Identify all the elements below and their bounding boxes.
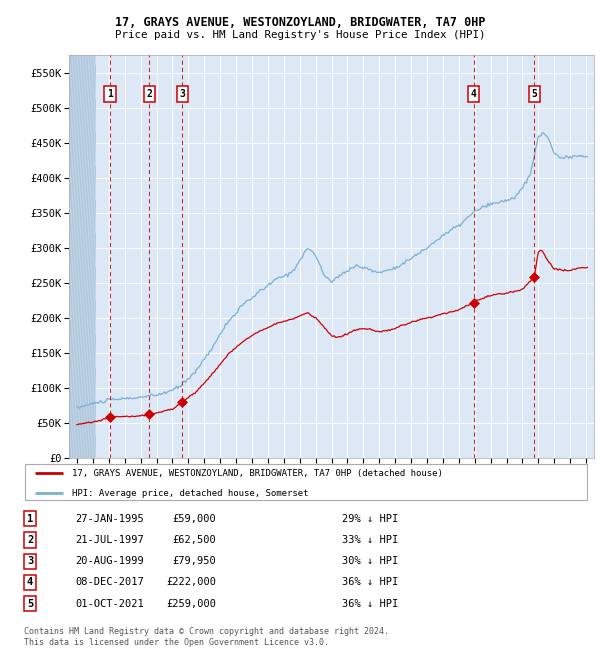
Text: £62,500: £62,500: [172, 535, 216, 545]
Text: HPI: Average price, detached house, Somerset: HPI: Average price, detached house, Some…: [72, 489, 308, 498]
Text: 30% ↓ HPI: 30% ↓ HPI: [342, 556, 398, 566]
Text: £79,950: £79,950: [172, 556, 216, 566]
Text: 29% ↓ HPI: 29% ↓ HPI: [342, 514, 398, 524]
Text: £59,000: £59,000: [172, 514, 216, 524]
Text: 5: 5: [532, 89, 537, 99]
Text: 27-JAN-1995: 27-JAN-1995: [75, 514, 144, 524]
Text: 17, GRAYS AVENUE, WESTONZOYLAND, BRIDGWATER, TA7 0HP (detached house): 17, GRAYS AVENUE, WESTONZOYLAND, BRIDGWA…: [72, 469, 443, 478]
Text: 36% ↓ HPI: 36% ↓ HPI: [342, 599, 398, 608]
Text: 4: 4: [470, 89, 476, 99]
Text: 4: 4: [27, 577, 33, 588]
Text: 1: 1: [107, 89, 113, 99]
Text: 36% ↓ HPI: 36% ↓ HPI: [342, 577, 398, 588]
Text: 1: 1: [27, 514, 33, 524]
Text: 5: 5: [27, 599, 33, 608]
Text: 3: 3: [179, 89, 185, 99]
Text: 21-JUL-1997: 21-JUL-1997: [75, 535, 144, 545]
Text: 2: 2: [146, 89, 152, 99]
Text: 17, GRAYS AVENUE, WESTONZOYLAND, BRIDGWATER, TA7 0HP: 17, GRAYS AVENUE, WESTONZOYLAND, BRIDGWA…: [115, 16, 485, 29]
Text: 08-DEC-2017: 08-DEC-2017: [75, 577, 144, 588]
Text: 3: 3: [27, 556, 33, 566]
Text: 01-OCT-2021: 01-OCT-2021: [75, 599, 144, 608]
Bar: [69, 55, 95, 458]
Text: £259,000: £259,000: [166, 599, 216, 608]
Text: £222,000: £222,000: [166, 577, 216, 588]
Text: Contains HM Land Registry data © Crown copyright and database right 2024.
This d: Contains HM Land Registry data © Crown c…: [24, 627, 389, 647]
Text: 33% ↓ HPI: 33% ↓ HPI: [342, 535, 398, 545]
Text: 20-AUG-1999: 20-AUG-1999: [75, 556, 144, 566]
FancyBboxPatch shape: [25, 464, 587, 500]
Text: Price paid vs. HM Land Registry's House Price Index (HPI): Price paid vs. HM Land Registry's House …: [115, 30, 485, 40]
Text: 2: 2: [27, 535, 33, 545]
